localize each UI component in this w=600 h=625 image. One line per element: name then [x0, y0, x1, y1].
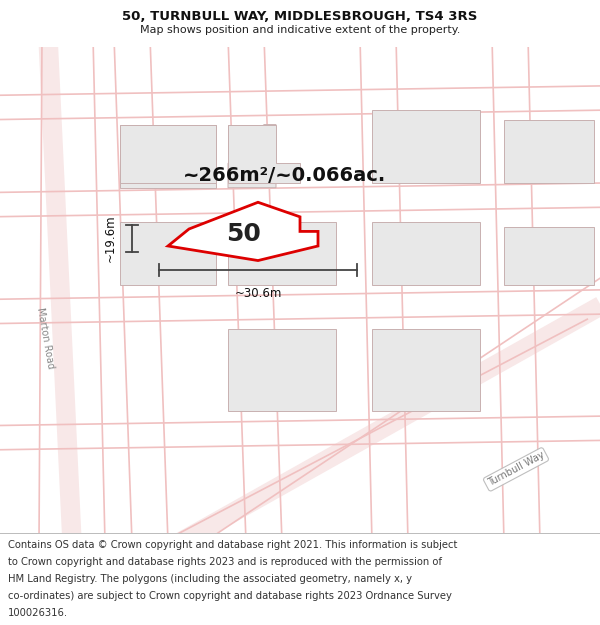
Text: co-ordinates) are subject to Crown copyright and database rights 2023 Ordnance S: co-ordinates) are subject to Crown copyr…: [8, 591, 452, 601]
Text: 50, TURNBULL WAY, MIDDLESBROUGH, TS4 3RS: 50, TURNBULL WAY, MIDDLESBROUGH, TS4 3RS: [122, 10, 478, 23]
Polygon shape: [228, 124, 300, 183]
Polygon shape: [372, 329, 480, 411]
Polygon shape: [372, 222, 480, 285]
Text: HM Land Registry. The polygons (including the associated geometry, namely x, y: HM Land Registry. The polygons (includin…: [8, 574, 412, 584]
Text: Contains OS data © Crown copyright and database right 2021. This information is : Contains OS data © Crown copyright and d…: [8, 540, 457, 550]
Polygon shape: [168, 202, 318, 261]
Text: 100026316.: 100026316.: [8, 608, 68, 618]
Text: 50: 50: [226, 222, 260, 246]
Polygon shape: [120, 222, 216, 285]
Polygon shape: [228, 124, 264, 154]
Polygon shape: [372, 110, 480, 183]
Text: ~30.6m: ~30.6m: [235, 288, 281, 300]
Text: to Crown copyright and database rights 2023 and is reproduced with the permissio: to Crown copyright and database rights 2…: [8, 557, 442, 567]
Polygon shape: [228, 222, 336, 285]
Polygon shape: [504, 120, 594, 183]
Text: Turnbull Way: Turnbull Way: [486, 450, 546, 489]
Polygon shape: [504, 226, 594, 285]
Polygon shape: [228, 124, 276, 188]
Polygon shape: [228, 329, 336, 411]
Text: Map shows position and indicative extent of the property.: Map shows position and indicative extent…: [140, 25, 460, 35]
Text: Marton Road: Marton Road: [35, 307, 55, 370]
Polygon shape: [120, 124, 216, 188]
Text: ~19.6m: ~19.6m: [104, 214, 117, 262]
Text: ~266m²/~0.066ac.: ~266m²/~0.066ac.: [183, 166, 386, 185]
Polygon shape: [120, 124, 216, 183]
